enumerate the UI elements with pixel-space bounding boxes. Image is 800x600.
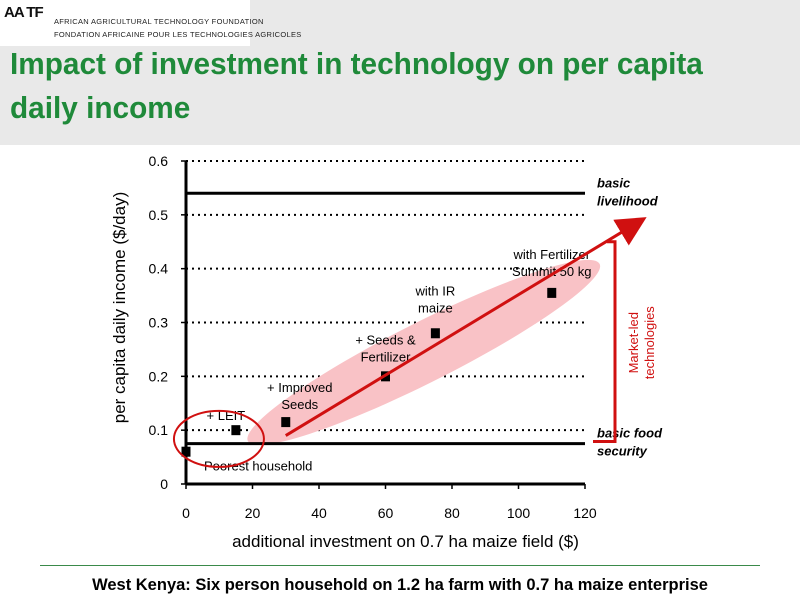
y-axis-label: per capita daily income ($/day) <box>110 192 129 424</box>
market-led-bracket: Market-ledtechnologies <box>593 240 657 443</box>
bracket-line <box>593 240 617 443</box>
point-label-5: with Fertilizer Summit 50 kg <box>512 247 591 279</box>
y-tick-label: 0.3 <box>149 315 169 331</box>
x-axis-label: additional investment on 0.7 ha maize fi… <box>232 532 579 551</box>
data-point-0 <box>181 446 191 457</box>
data-point-5 <box>547 287 557 298</box>
point-label-2: + Improved Seeds <box>267 380 332 412</box>
point-label-3: + Seeds & Fertilizer <box>355 332 416 364</box>
logo-line-french: FONDATION AFRICAINE POUR LES TECHNOLOGIE… <box>54 30 302 39</box>
reference-label-0: basic livelihood <box>597 175 659 208</box>
x-tick-label: 80 <box>444 505 460 521</box>
logo-mark: AA TF <box>4 4 44 21</box>
tick-labels: 0 20 40 60 80 100 120 0 0.1 0.2 0.3 0.4 0.5 0.6 <box>149 153 597 521</box>
x-tick-label: 120 <box>573 505 597 521</box>
footer-caption: West Kenya: Six person household on 1.2 … <box>92 576 708 594</box>
y-tick-label: 0 <box>160 476 168 492</box>
x-tick-label: 100 <box>507 505 531 521</box>
origin-highlight-circle <box>172 409 265 468</box>
x-tick-label: 20 <box>245 505 261 521</box>
point-label-4: with IR maize <box>415 283 456 315</box>
y-tick-label: 0.2 <box>149 368 169 384</box>
data-point-2 <box>281 417 291 428</box>
x-tick-label: 40 <box>311 505 327 521</box>
data-point-4 <box>430 328 440 339</box>
aatf-logo: AA TF AFRICAN AGRICULTURAL TECHNOLOGY FO… <box>0 0 301 46</box>
trend-arrow-line <box>284 217 647 437</box>
data-point-1 <box>231 425 241 436</box>
trend-arrow <box>284 217 647 437</box>
y-tick-label: 0.5 <box>149 207 169 223</box>
point-label-0: Poorest household <box>204 459 312 474</box>
y-tick-label: 0.4 <box>149 261 169 277</box>
point-labels: Poorest household+ LEIT+ Improved Seeds+ … <box>172 247 591 474</box>
slide-title: Impact of investment in technology on pe… <box>10 46 703 125</box>
y-tick-label: 0.6 <box>149 153 169 169</box>
market-led-label: Market-ledtechnologies <box>626 306 657 379</box>
y-tick-label: 0.1 <box>149 422 169 438</box>
x-tick-label: 0 <box>182 505 190 521</box>
logo-line-english: AFRICAN AGRICULTURAL TECHNOLOGY FOUNDATI… <box>54 17 264 26</box>
x-tick-label: 60 <box>378 505 394 521</box>
